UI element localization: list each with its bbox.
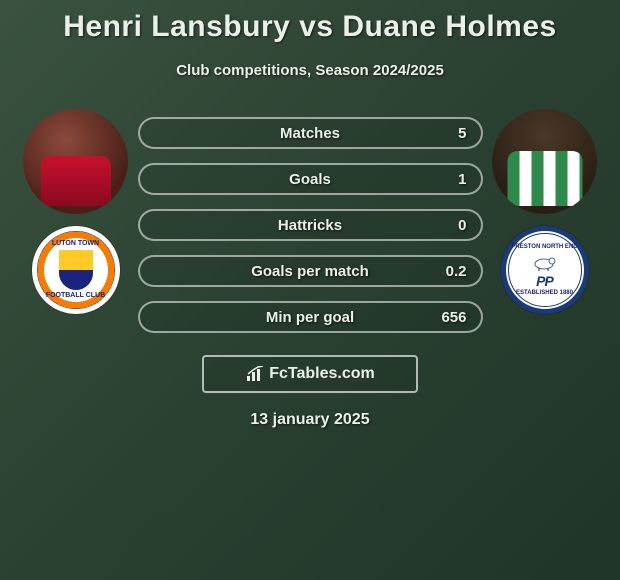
- stat-row-goals: Goals 1: [138, 163, 483, 195]
- date-text: 13 january 2025: [250, 411, 369, 429]
- stat-value: 0.2: [446, 263, 467, 280]
- club-right-lamb-icon: [528, 250, 562, 274]
- stat-value: 1: [458, 171, 466, 188]
- brand-box: FcTables.com: [202, 355, 418, 393]
- club-right-name-top: PRESTON NORTH END: [511, 244, 577, 251]
- player-right-avatar: [492, 109, 597, 214]
- club-left-name-top: LUTON TOWN: [52, 240, 99, 248]
- player-left-column: LUTON TOWN FOOTBALL CLUB: [16, 109, 136, 314]
- stat-value: 5: [458, 125, 466, 142]
- stat-label: Goals: [289, 171, 331, 188]
- stats-area: LUTON TOWN FOOTBALL CLUB Matches 5 Goals…: [0, 109, 620, 333]
- stat-row-hattricks: Hattricks 0: [138, 209, 483, 241]
- stat-value: 0: [458, 217, 466, 234]
- chart-icon: [245, 366, 265, 382]
- stat-row-goals-per-match: Goals per match 0.2: [138, 255, 483, 287]
- stat-label: Matches: [280, 125, 340, 142]
- stats-list: Matches 5 Goals 1 Hattricks 0 Goals per …: [138, 109, 483, 333]
- lamb-icon: [530, 253, 560, 271]
- stat-label: Hattricks: [278, 217, 342, 234]
- stat-value: 656: [441, 309, 466, 326]
- stat-label: Min per goal: [266, 309, 354, 326]
- club-right-pp: PP: [536, 274, 553, 289]
- brand-text: FcTables.com: [269, 365, 375, 383]
- player-left-avatar: [23, 109, 128, 214]
- stat-row-matches: Matches 5: [138, 117, 483, 149]
- stat-row-min-per-goal: Min per goal 656: [138, 301, 483, 333]
- player-right-club-badge: PRESTON NORTH END PP ESTABLISHED 1880: [501, 226, 589, 314]
- stat-label: Goals per match: [251, 263, 369, 280]
- page-title: Henri Lansbury vs Duane Holmes: [63, 10, 556, 44]
- club-left-shield-icon: [59, 250, 93, 290]
- comparison-card: Henri Lansbury vs Duane Holmes Club comp…: [0, 0, 620, 429]
- club-right-name-bottom: ESTABLISHED 1880: [516, 290, 573, 297]
- club-left-name-bottom: FOOTBALL CLUB: [46, 292, 105, 300]
- player-left-club-badge: LUTON TOWN FOOTBALL CLUB: [32, 226, 120, 314]
- page-subtitle: Club competitions, Season 2024/2025: [176, 62, 444, 79]
- player-right-column: PRESTON NORTH END PP ESTABLISHED 1880: [485, 109, 605, 314]
